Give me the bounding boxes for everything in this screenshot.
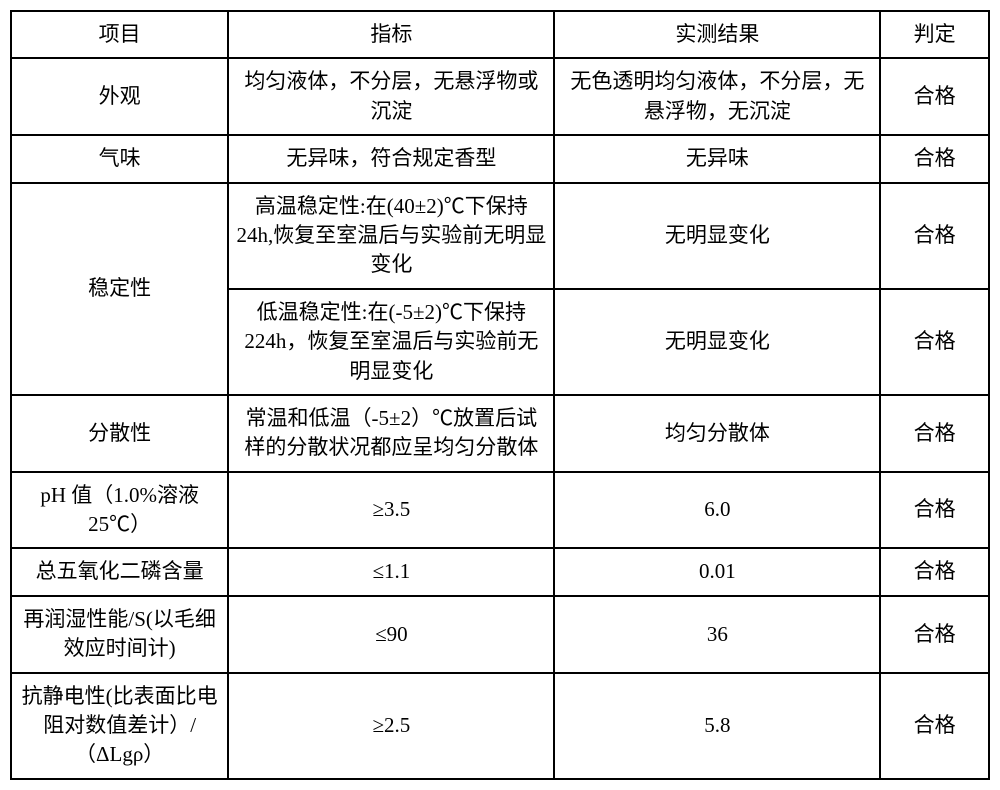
cell-result: 无色透明均匀液体，不分层，无悬浮物，无沉淀 — [554, 58, 880, 135]
cell-indicator: 常温和低温（-5±2）℃放置后试样的分散状况都应呈均匀分散体 — [228, 395, 554, 472]
cell-result: 0.01 — [554, 548, 880, 595]
cell-judgment: 合格 — [880, 135, 989, 182]
cell-judgment: 合格 — [880, 548, 989, 595]
header-project: 项目 — [11, 11, 228, 58]
cell-project: 外观 — [11, 58, 228, 135]
cell-indicator: ≥2.5 — [228, 673, 554, 779]
cell-result: 5.8 — [554, 673, 880, 779]
cell-project: 抗静电性(比表面比电阻对数值差计）/（ΔLgρ） — [11, 673, 228, 779]
cell-judgment: 合格 — [880, 395, 989, 472]
cell-judgment: 合格 — [880, 58, 989, 135]
cell-result: 无明显变化 — [554, 183, 880, 289]
cell-result: 无明显变化 — [554, 289, 880, 395]
cell-project: pH 值（1.0%溶液25℃） — [11, 472, 228, 549]
header-indicator: 指标 — [228, 11, 554, 58]
table-row: 分散性 常温和低温（-5±2）℃放置后试样的分散状况都应呈均匀分散体 均匀分散体… — [11, 395, 989, 472]
cell-project: 再润湿性能/S(以毛细效应时间计) — [11, 596, 228, 673]
cell-project: 总五氧化二磷含量 — [11, 548, 228, 595]
table-row: 抗静电性(比表面比电阻对数值差计）/（ΔLgρ） ≥2.5 5.8 合格 — [11, 673, 989, 779]
table-row: 再润湿性能/S(以毛细效应时间计) ≤90 36 合格 — [11, 596, 989, 673]
cell-indicator: 高温稳定性:在(40±2)℃下保持 24h,恢复至室温后与实验前无明显变化 — [228, 183, 554, 289]
table-row: 稳定性 高温稳定性:在(40±2)℃下保持 24h,恢复至室温后与实验前无明显变… — [11, 183, 989, 289]
cell-result: 36 — [554, 596, 880, 673]
cell-judgment: 合格 — [880, 472, 989, 549]
cell-indicator: 均匀液体，不分层，无悬浮物或沉淀 — [228, 58, 554, 135]
cell-result: 无异味 — [554, 135, 880, 182]
cell-indicator: ≤90 — [228, 596, 554, 673]
cell-judgment: 合格 — [880, 183, 989, 289]
table-row: 外观 均匀液体，不分层，无悬浮物或沉淀 无色透明均匀液体，不分层，无悬浮物，无沉… — [11, 58, 989, 135]
cell-indicator: 低温稳定性:在(-5±2)℃下保持 224h，恢复至室温后与实验前无明显变化 — [228, 289, 554, 395]
table-row: 气味 无异味，符合规定香型 无异味 合格 — [11, 135, 989, 182]
cell-judgment: 合格 — [880, 673, 989, 779]
header-result: 实测结果 — [554, 11, 880, 58]
cell-judgment: 合格 — [880, 289, 989, 395]
table-row: pH 值（1.0%溶液25℃） ≥3.5 6.0 合格 — [11, 472, 989, 549]
header-judgment: 判定 — [880, 11, 989, 58]
cell-project: 分散性 — [11, 395, 228, 472]
specification-table: 项目 指标 实测结果 判定 外观 均匀液体，不分层，无悬浮物或沉淀 无色透明均匀… — [10, 10, 990, 780]
cell-judgment: 合格 — [880, 596, 989, 673]
cell-indicator: ≥3.5 — [228, 472, 554, 549]
table-header-row: 项目 指标 实测结果 判定 — [11, 11, 989, 58]
cell-result: 均匀分散体 — [554, 395, 880, 472]
cell-result: 6.0 — [554, 472, 880, 549]
cell-indicator: ≤1.1 — [228, 548, 554, 595]
cell-project: 气味 — [11, 135, 228, 182]
cell-project: 稳定性 — [11, 183, 228, 395]
table-row: 总五氧化二磷含量 ≤1.1 0.01 合格 — [11, 548, 989, 595]
cell-indicator: 无异味，符合规定香型 — [228, 135, 554, 182]
